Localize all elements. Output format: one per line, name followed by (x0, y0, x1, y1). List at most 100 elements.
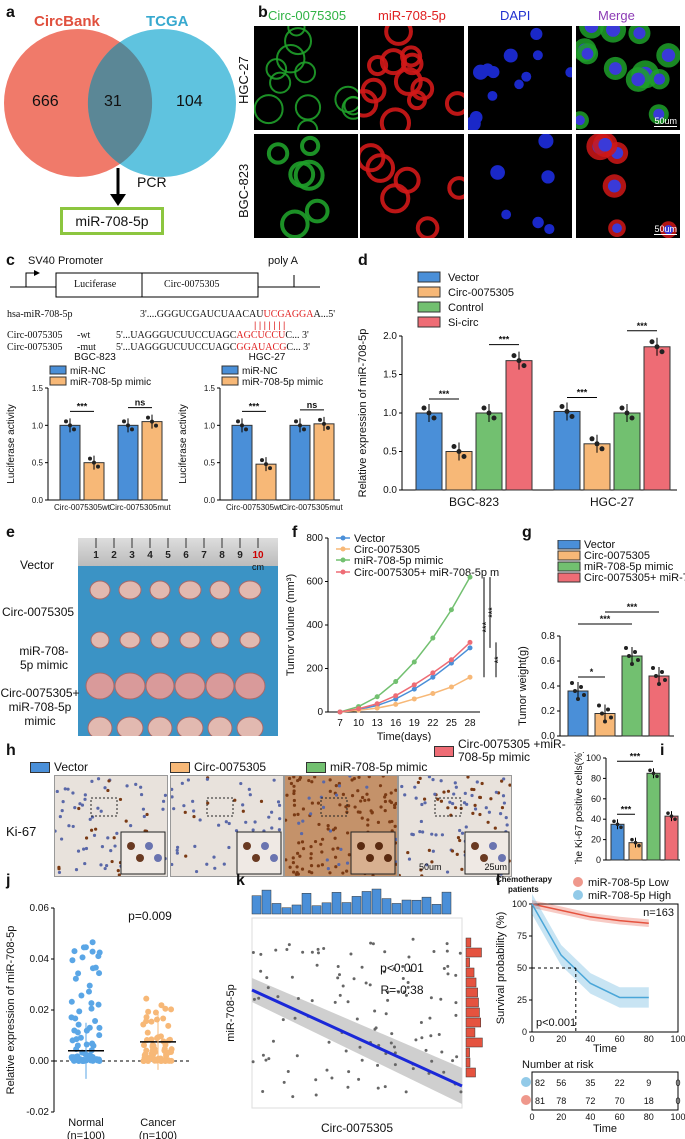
legend-swatch (221, 365, 239, 375)
nucleus (458, 838, 462, 843)
data-point (594, 441, 600, 447)
risk-marker (521, 1095, 531, 1105)
x-tick-label: (n=100) (67, 1130, 105, 1139)
hist-bar (465, 997, 479, 1008)
data-point (459, 1090, 463, 1094)
nucleus (465, 802, 469, 806)
data-point (393, 701, 399, 707)
legend-marker (340, 535, 346, 541)
data-point (648, 768, 652, 773)
micro-ch3: DAPI (500, 8, 531, 23)
y-tick-label: 0.8 (541, 631, 555, 642)
data-point (268, 466, 272, 471)
data-point (257, 996, 261, 1000)
nucleus (326, 827, 330, 831)
y-tick-label: 0.02 (30, 1005, 50, 1016)
data-point (88, 1000, 95, 1007)
data-point (404, 993, 408, 997)
tumor (119, 631, 141, 649)
data-point (429, 1034, 433, 1038)
ruler-number: 10 (252, 550, 264, 561)
nucleus (99, 809, 103, 813)
nucleus (301, 819, 305, 823)
bar (415, 412, 443, 491)
data-point (145, 1008, 152, 1015)
bar (646, 772, 661, 861)
nucleus (80, 803, 85, 807)
nucleus (381, 776, 385, 778)
nucleus (584, 26, 599, 33)
data-point (259, 952, 263, 956)
confidence-band (532, 893, 649, 1008)
tumor-row-2: Circ-0075305 (2, 605, 75, 619)
nucleus (239, 781, 243, 786)
data-point (373, 1027, 377, 1031)
nucleus (431, 777, 435, 782)
ruler-number: 9 (237, 550, 243, 561)
legend-label: miR-NC (242, 366, 278, 377)
ruler (78, 538, 278, 566)
nucleus (418, 830, 422, 834)
nucleus (421, 830, 425, 834)
nucleus (320, 837, 325, 841)
data-point (347, 1070, 351, 1074)
cell (287, 26, 306, 37)
data-point (619, 405, 625, 411)
nucleus (356, 789, 360, 793)
tumor-row-4-text: Circ-0075305+ miR-708-5p mimic (0, 686, 80, 728)
micro-image (468, 134, 572, 238)
data-point (151, 1045, 158, 1052)
hist-bar (351, 896, 362, 915)
ihc-legend-item: miR-708-5p mimic (306, 760, 427, 774)
y-tick-label: 0 (596, 855, 601, 864)
data-point (414, 1038, 418, 1042)
seq1: 3'....GGGUCGAUCUAACAUUCGAGGAA...5' (140, 309, 335, 320)
data-point (456, 449, 462, 454)
x-axis-label: Circ-0075305 (321, 1121, 393, 1135)
sig-label: ** (493, 656, 500, 664)
data-point (69, 957, 76, 964)
data-point (322, 947, 326, 951)
nucleus (241, 809, 245, 813)
risk-value: 81 (535, 1096, 545, 1106)
hist-bar (281, 907, 292, 915)
nucleus (276, 800, 281, 804)
nucleus (206, 801, 210, 805)
data-point (316, 951, 320, 955)
data-point (446, 964, 450, 968)
micro-image (468, 26, 572, 130)
tumor (178, 580, 202, 600)
data-point (148, 1036, 155, 1043)
legend-label: miR-708-5p Low (588, 877, 669, 889)
nucleus (299, 831, 304, 836)
data-point (431, 415, 437, 421)
x-tick-label: Cancer (140, 1117, 176, 1129)
data-point (430, 674, 436, 680)
ruler-number: 1 (93, 550, 99, 561)
data-point (600, 711, 604, 716)
micro-row1-label: HGC-27 (236, 56, 251, 104)
micro-image (360, 134, 464, 238)
x-tick-label: 13 (372, 718, 384, 729)
nucleus (292, 776, 296, 779)
y-tick-label: 50 (517, 963, 527, 973)
hist-bar (465, 1057, 471, 1068)
data-point (424, 1048, 428, 1052)
inset-region (434, 797, 462, 817)
nucleus (328, 871, 332, 875)
x-tick-label: 28 (464, 718, 476, 729)
nucleus (289, 781, 294, 786)
x-tick-label: 22 (427, 718, 439, 729)
y-tick-label: 0.5 (32, 459, 44, 468)
inset (350, 831, 396, 875)
nucleus (376, 820, 381, 824)
seq-pairing-bars: | | | | | | | (254, 320, 286, 330)
data-point (637, 843, 641, 848)
data-point (355, 1017, 359, 1021)
data-point (264, 462, 268, 467)
nucleus (241, 803, 245, 807)
cell (379, 107, 412, 130)
data-point (89, 939, 96, 946)
venn-left-count: 666 (32, 93, 59, 110)
nucleus (106, 788, 110, 793)
